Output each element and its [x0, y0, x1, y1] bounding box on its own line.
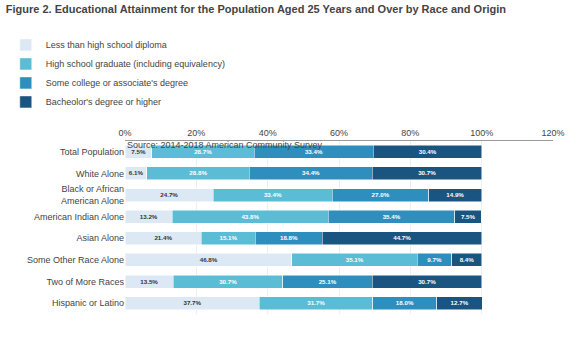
- svg-text:35.4%: 35.4%: [383, 213, 401, 220]
- svg-text:28.7%: 28.7%: [194, 148, 212, 155]
- svg-text:Some Other Race Alone: Some Other Race Alone: [27, 255, 124, 265]
- svg-text:Total Population: Total Population: [60, 147, 124, 157]
- svg-text:13.5%: 13.5%: [140, 278, 158, 285]
- svg-text:30.7%: 30.7%: [219, 278, 237, 285]
- svg-text:7.5%: 7.5%: [461, 213, 476, 220]
- svg-text:24.7%: 24.7%: [160, 191, 178, 198]
- svg-text:White Alone: White Alone: [76, 169, 124, 179]
- svg-text:9.7%: 9.7%: [427, 256, 442, 263]
- svg-text:14.9%: 14.9%: [446, 191, 464, 198]
- svg-text:30.4%: 30.4%: [419, 148, 437, 155]
- svg-text:Less than high school diploma: Less than high school diploma: [46, 40, 167, 50]
- svg-text:American Indian Alone: American Indian Alone: [34, 212, 124, 222]
- svg-text:13.2%: 13.2%: [140, 213, 158, 220]
- svg-text:Figure 2. Educational Attainme: Figure 2. Educational Attainment for the…: [6, 3, 506, 15]
- svg-text:34.4%: 34.4%: [302, 169, 320, 176]
- svg-text:Black or AfricanAmerican Alone: Black or AfricanAmerican Alone: [61, 184, 124, 206]
- svg-text:High school graduate (includin: High school graduate (including equivale…: [46, 59, 225, 69]
- svg-text:18.8%: 18.8%: [280, 234, 298, 241]
- svg-text:6.1%: 6.1%: [129, 169, 144, 176]
- svg-text:120%: 120%: [541, 128, 564, 138]
- svg-text:27.0%: 27.0%: [372, 191, 390, 198]
- svg-text:Hispanic or Latino: Hispanic or Latino: [52, 298, 124, 308]
- svg-text:43.8%: 43.8%: [241, 213, 259, 220]
- svg-text:Two of More Races: Two of More Races: [46, 277, 124, 287]
- svg-text:20%: 20%: [187, 128, 205, 138]
- svg-text:18.0%: 18.0%: [396, 299, 414, 306]
- svg-text:Source: 2014-2018 American Com: Source: 2014-2018 American Community Sur…: [127, 140, 323, 150]
- svg-text:33.4%: 33.4%: [305, 148, 323, 155]
- svg-text:40%: 40%: [259, 128, 277, 138]
- svg-text:31.7%: 31.7%: [307, 299, 325, 306]
- svg-text:46.8%: 46.8%: [200, 256, 218, 263]
- svg-text:44.7%: 44.7%: [393, 234, 411, 241]
- svg-text:21.4%: 21.4%: [154, 234, 172, 241]
- svg-text:Asian Alone: Asian Alone: [76, 233, 124, 243]
- svg-text:100%: 100%: [470, 128, 493, 138]
- svg-text:80%: 80%: [401, 128, 419, 138]
- svg-text:28.8%: 28.8%: [189, 169, 207, 176]
- svg-text:Some college or associate's de: Some college or associate's degree: [46, 78, 188, 88]
- svg-text:7.5%: 7.5%: [131, 148, 146, 155]
- svg-text:15.1%: 15.1%: [219, 234, 237, 241]
- svg-text:30.7%: 30.7%: [418, 169, 436, 176]
- svg-text:12.7%: 12.7%: [451, 299, 469, 306]
- svg-text:33.4%: 33.4%: [264, 191, 282, 198]
- svg-text:37.7%: 37.7%: [183, 299, 201, 306]
- svg-text:60%: 60%: [330, 128, 348, 138]
- svg-text:30.7%: 30.7%: [418, 278, 436, 285]
- svg-text:Bacheolor's degree or higher: Bacheolor's degree or higher: [46, 97, 161, 107]
- svg-text:25.1%: 25.1%: [319, 278, 337, 285]
- svg-text:0%: 0%: [118, 128, 131, 138]
- svg-text:35.1%: 35.1%: [346, 256, 364, 263]
- svg-text:8.4%: 8.4%: [460, 256, 475, 263]
